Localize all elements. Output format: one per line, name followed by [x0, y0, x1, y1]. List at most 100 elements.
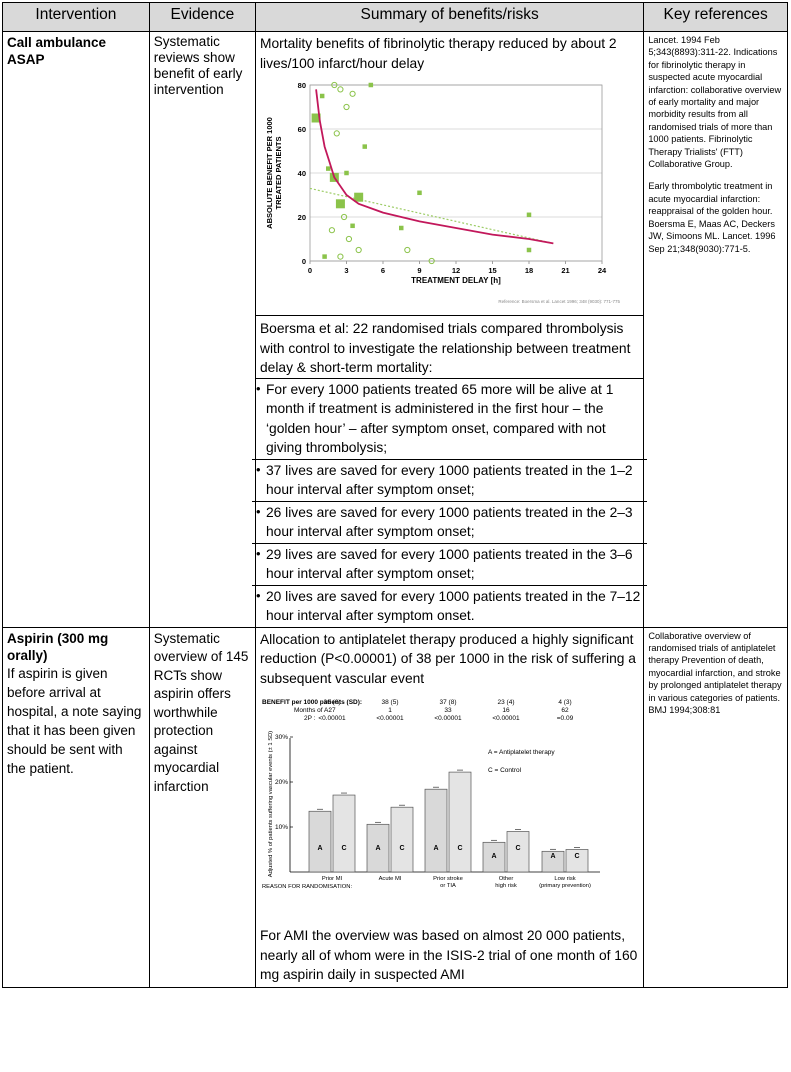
- category-label: (primary prevention): [539, 883, 591, 889]
- open-point: [345, 235, 353, 243]
- months-value: 1: [388, 707, 392, 714]
- y-tick-label: 20%: [275, 779, 288, 786]
- category-label: Acute MI: [379, 876, 402, 882]
- category-label: Low risk: [554, 876, 575, 882]
- benefit-value: 36 (6): [323, 699, 340, 706]
- evidence-table: Intervention Evidence Summary of benefit…: [2, 2, 788, 988]
- benefit-label: BENEFIT per 1000 patients (SD):: [262, 699, 362, 706]
- category-label: high risk: [495, 883, 517, 889]
- x-tick-label: 0: [308, 266, 312, 275]
- cell-intervention-ambulance: Call ambulance ASAP: [2, 31, 150, 628]
- header-evidence: Evidence: [148, 2, 256, 32]
- open-point: [331, 81, 338, 89]
- y-tick-label: 10%: [275, 824, 288, 831]
- cell-summary-ambulance: Mortality benefits of fibrinolytic thera…: [251, 31, 648, 628]
- cell-evidence-aspirin: Systematic overview of 145 RCTs show asp…: [148, 626, 256, 988]
- bar-antiplatelet: [482, 841, 506, 873]
- x-tick-label: 6: [381, 266, 385, 275]
- summary-intro: Allocation to antiplatelet therapy produ…: [259, 631, 636, 686]
- fit-curve: [315, 89, 554, 245]
- table-header-row: Intervention Evidence Summary of benefit…: [2, 2, 788, 32]
- open-point: [340, 213, 348, 221]
- cell-references-aspirin: Collaborative overview of randomised tri…: [643, 626, 788, 988]
- bar-label-c: C: [399, 845, 404, 852]
- x-tick-label: 12: [452, 266, 460, 275]
- chart-grid: [309, 84, 603, 264]
- summary-intro: Mortality benefits of fibrinolytic thera…: [259, 36, 617, 71]
- reference-fft: Lancet. 1994 Feb 5;343(8893):311-22. Ind…: [648, 35, 782, 170]
- summary-outro: For AMI the overview was based on almost…: [259, 928, 638, 982]
- header-summary: Summary of benefits/risks: [254, 2, 645, 32]
- open-point: [337, 253, 344, 260]
- y-tick-label: 0: [302, 257, 306, 266]
- filled-point: [368, 82, 374, 88]
- p-label: 2P :: [304, 715, 316, 722]
- y-tick-label: 80: [298, 81, 306, 90]
- filled-point: [344, 170, 349, 176]
- bar-antiplatelet: [541, 850, 565, 873]
- open-point: [428, 257, 435, 265]
- y-tick-label: 60: [298, 125, 306, 134]
- list-item: 26 lives are saved for every 1000 patien…: [251, 500, 648, 543]
- x-tick-label: 24: [598, 266, 607, 275]
- benefit-value: 38 (5): [381, 699, 398, 706]
- bar-label-a: A: [317, 845, 322, 852]
- category-label: Prior MI: [322, 876, 343, 882]
- evidence-text: Systematic overview of 145 RCTs show asp…: [153, 630, 249, 794]
- divider: [255, 315, 644, 316]
- open-point: [343, 103, 350, 111]
- x-tick-labels: 0 3 6 9 12 15 18 21 24: [308, 266, 607, 275]
- table-row-ambulance: Call ambulance ASAP Systematic reviews s…: [2, 31, 788, 628]
- header-intervention: Intervention: [2, 2, 150, 32]
- table-row-aspirin: Aspirin (300 mg orally) If aspirin is gi…: [2, 626, 788, 988]
- open-point: [328, 227, 335, 234]
- legend-a: A = Antiplatelet therapy: [488, 749, 555, 756]
- category-label: Other: [499, 876, 514, 882]
- open-point: [355, 246, 362, 254]
- bar-label-c: C: [457, 845, 462, 852]
- y-axis-label: Adjusted % of patients suffering vascula…: [268, 731, 274, 878]
- bar-control: [390, 806, 414, 873]
- intervention-note: If aspirin is given before arrival at ho…: [7, 665, 142, 776]
- open-point: [333, 130, 340, 137]
- filled-point: [398, 225, 404, 231]
- cell-summary-aspirin: Allocation to antiplatelet therapy produ…: [254, 626, 645, 988]
- months-value: 16: [502, 707, 510, 714]
- bar-control: [332, 794, 356, 873]
- y-tick-labels: 10% 20% 30%: [275, 734, 293, 831]
- bar-label-a: A: [375, 845, 380, 852]
- filled-point: [325, 166, 331, 171]
- document-page: Intervention Evidence Summary of benefit…: [2, 2, 788, 988]
- filled-point: [322, 254, 327, 259]
- open-point: [404, 246, 411, 254]
- list-item: For every 1000 patients treated 65 more …: [252, 379, 647, 459]
- p-value: <0.00001: [492, 715, 520, 722]
- filled-point: [350, 223, 355, 229]
- benefit-value: 4 (3): [558, 699, 571, 706]
- bar-antiplatelet: [308, 810, 332, 873]
- x-tick-label: 9: [417, 266, 421, 275]
- y-tick-labels: 0 20 40 60 80: [298, 81, 306, 266]
- list-item: 29 lives are saved for every 1000 patien…: [251, 542, 648, 585]
- intervention-title: Aspirin (300 mg orally): [7, 630, 109, 663]
- evidence-text: Systematic reviews show benefit of early…: [153, 34, 243, 97]
- bar-control: [448, 771, 472, 873]
- y-tick-label: 30%: [275, 734, 288, 741]
- filled-point: [311, 113, 321, 123]
- cell-evidence-ambulance: Systematic reviews show benefit of early…: [148, 31, 256, 628]
- bar-label-c: C: [574, 853, 579, 860]
- reference-antiplatelet: Collaborative overview of randomised tri…: [648, 630, 782, 715]
- x-axis-label: TREATMENT DELAY [h]: [411, 276, 501, 285]
- bar-label-a: A: [433, 845, 438, 852]
- p-value: <0.00001: [376, 715, 404, 722]
- antiplatelet-bar-chart: BENEFIT per 1000 patients (SD): Months o…: [262, 699, 600, 890]
- p-value: <0.00001: [318, 715, 346, 722]
- months-value: 27: [328, 707, 336, 714]
- y-tick-label: 20: [298, 213, 306, 222]
- bar-label-a: A: [491, 853, 496, 860]
- fit-curve-path: [315, 89, 554, 245]
- bar-label-a: A: [550, 853, 555, 860]
- list-item: 37 lives are saved for every 1000 patien…: [251, 458, 648, 501]
- filled-point: [417, 190, 422, 196]
- x-tick-label: 15: [488, 266, 496, 275]
